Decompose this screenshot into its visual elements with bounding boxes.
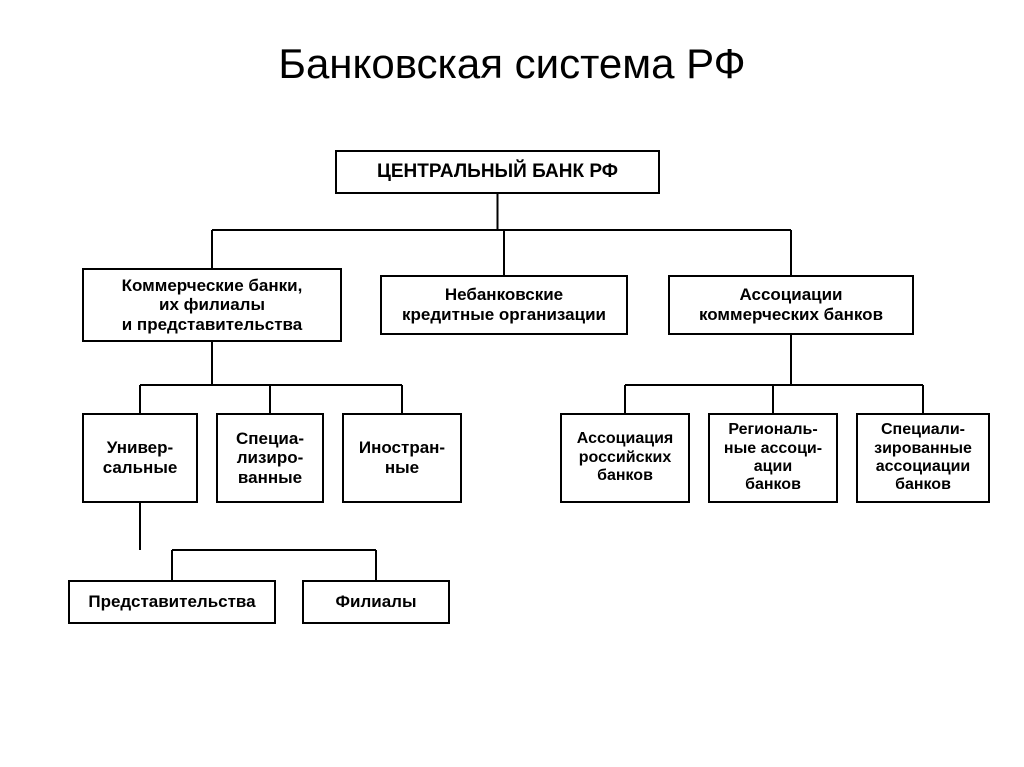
node-assoc: Ассоциации коммерческих банков	[668, 275, 914, 335]
node-label: Ассоциация российских банков	[577, 430, 674, 485]
node-label: Представительства	[88, 592, 255, 612]
node-nonbank: Небанковские кредитные организации	[380, 275, 628, 335]
node-assoc_reg: Региональ- ные ассоци- ации банков	[708, 413, 838, 503]
banking-system-diagram: Банковская система РФ ЦЕНТРАЛЬНЫЙ БАНК Р…	[0, 0, 1024, 767]
node-universal: Универ- сальные	[82, 413, 198, 503]
node-assoc_spec: Специали- зированные ассоциации банков	[856, 413, 990, 503]
node-label: Филиалы	[336, 592, 417, 612]
node-label: Коммерческие банки, их филиалы и предста…	[122, 276, 303, 335]
node-commercial: Коммерческие банки, их филиалы и предста…	[82, 268, 342, 342]
node-label: Небанковские кредитные организации	[402, 285, 606, 324]
node-label: Универ- сальные	[103, 438, 178, 477]
node-label: Ассоциации коммерческих банков	[699, 285, 883, 324]
node-branches: Филиалы	[302, 580, 450, 624]
node-foreign: Иностран- ные	[342, 413, 462, 503]
node-reps: Представительства	[68, 580, 276, 624]
node-label: Иностран- ные	[359, 438, 445, 477]
node-assoc_rus: Ассоциация российских банков	[560, 413, 690, 503]
page-title: Банковская система РФ	[0, 40, 1024, 88]
connectors-svg	[0, 0, 1024, 767]
node-root: ЦЕНТРАЛЬНЫЙ БАНК РФ	[335, 150, 660, 194]
node-label: Специа- лизиро- ванные	[236, 429, 304, 488]
node-label: Специали- зированные ассоциации банков	[874, 421, 972, 495]
node-specialized: Специа- лизиро- ванные	[216, 413, 324, 503]
node-label: ЦЕНТРАЛЬНЫЙ БАНК РФ	[377, 161, 618, 183]
node-label: Региональ- ные ассоци- ации банков	[724, 421, 822, 495]
